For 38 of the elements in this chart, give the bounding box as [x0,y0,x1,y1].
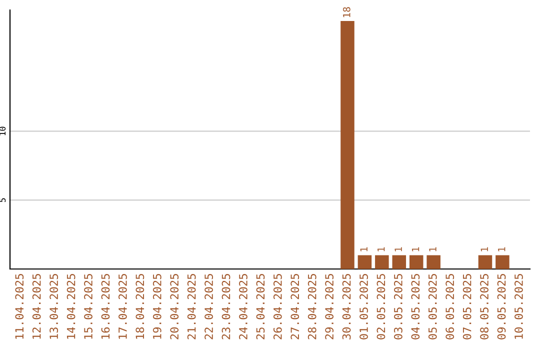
data-label: 1 [429,247,436,252]
x-tick-label: 04.05.2025 [411,274,420,340]
x-tick-label: 20.04.2025 [170,274,179,340]
x-tick-label: 12.04.2025 [32,274,41,339]
x-tick-label: 24.04.2025 [239,274,248,340]
x-tick-label: 30.04.2025 [342,274,351,340]
x-tick-label: 05.05.2025 [428,274,437,340]
data-label: 1 [394,247,402,252]
data-label: 1 [480,247,488,252]
data-label: 1 [378,247,385,252]
x-tick-label: 15.04.2025 [84,274,92,339]
x-tick-label: 03.05.2025 [394,274,402,340]
x-tick-label: 23.04.2025 [222,274,230,340]
data-label: 18 [342,7,350,18]
data-label: 1 [360,247,368,252]
x-tick-label: 18.04.2025 [136,274,144,339]
x-tick-label: 26.04.2025 [273,274,282,340]
x-tick-label: 10.05.2025 [514,274,523,339]
data-label: 1 [498,247,506,252]
x-tick-label: 13.04.2025 [50,274,58,339]
x-tick-label: 27.04.2025 [290,274,300,340]
x-tick-label: 17.04.2025 [118,274,127,339]
x-tick-label: 09.05.2025 [497,274,506,340]
x-tick-label: 02.05.2025 [376,274,386,340]
x-tick-label: 22.04.2025 [204,274,213,340]
x-tick-label: 11.04.2025 [15,274,24,339]
x-tick-label: 25.04.2025 [256,274,265,340]
x-tick-label: 08.05.2025 [480,274,488,340]
x-tick-label: 21.04.2025 [187,274,196,340]
x-tick-label: 07.05.2025 [462,274,472,340]
x-tick-label: 06.05.2025 [446,274,454,340]
x-tick-label: 29.04.2025 [325,274,334,340]
x-tick-label: 28.04.2025 [308,274,316,340]
x-tick-label: 14.04.2025 [66,274,76,339]
x-tick-label: 01.05.2025 [360,274,368,340]
x-tick-label: 16.04.2025 [101,274,110,339]
x-tick-label: 19.04.2025 [152,274,162,339]
data-label: 1 [412,247,420,252]
